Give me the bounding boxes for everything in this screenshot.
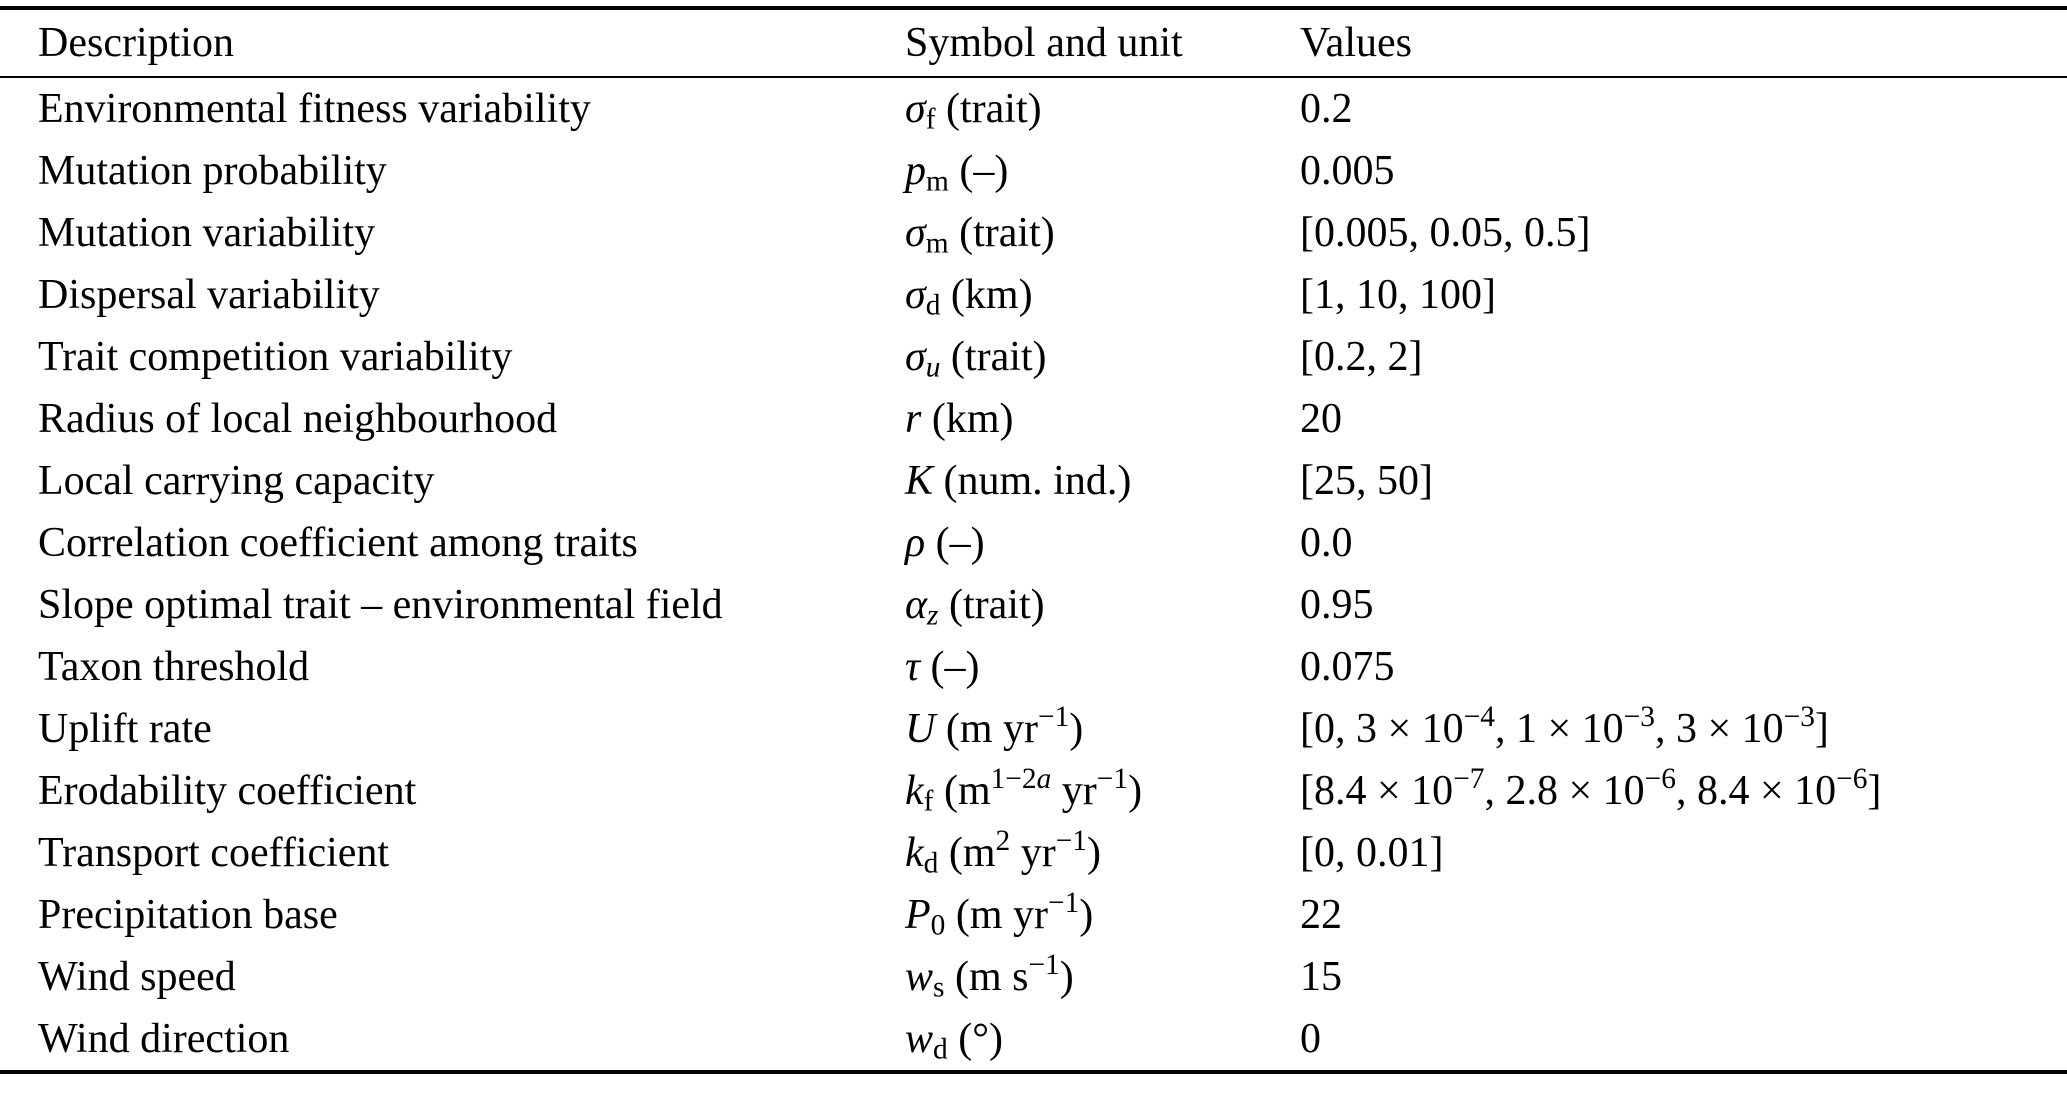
symbol-cell: pm (–) (905, 148, 1009, 198)
description-cell: Erodability coefficient (38, 768, 417, 814)
symbol-cell: σd (km) (905, 272, 1033, 322)
table-row: Radius of local neighbourhood r (km) 20 (0, 388, 2067, 450)
description-cell: Mutation variability (38, 210, 376, 256)
symbol-cell: ρ (–) (905, 520, 985, 566)
table-row: Precipitation base P0 (m yr−1) 22 (0, 884, 2067, 946)
description-cell: Local carrying capacity (38, 458, 435, 504)
header-values: Values (1300, 8, 2067, 78)
description-cell: Transport coefficient (38, 830, 390, 876)
values-cell: 20 (1300, 396, 1342, 442)
values-cell: 0.005 (1300, 148, 1395, 194)
description-cell: Radius of local neighbourhood (38, 396, 558, 442)
values-cell: [8.4 × 10−7, 2.8 × 10−6, 8.4 × 10−6] (1300, 762, 1882, 814)
table-row: Correlation coefficient among traits ρ (… (0, 512, 2067, 574)
table-body: Environmental fitness variability σf (tr… (0, 77, 2067, 1072)
description-cell: Precipitation base (38, 892, 338, 938)
table-row: Slope optimal trait – environmental fiel… (0, 574, 2067, 636)
values-cell: [0, 0.01] (1300, 830, 1444, 876)
parameters-table: Description Symbol and unit Values Envir… (0, 6, 2067, 1074)
symbol-cell: r (km) (905, 396, 1014, 442)
symbol-cell: σf (trait) (905, 86, 1042, 136)
header-row: Description Symbol and unit Values (0, 8, 2067, 78)
values-cell: 0.2 (1300, 86, 1353, 132)
symbol-cell: U (m yr−1) (905, 700, 1084, 752)
values-cell: 22 (1300, 892, 1342, 938)
values-cell: [0, 3 × 10−4, 1 × 10−3, 3 × 10−3] (1300, 700, 1829, 752)
symbol-cell: kd (m2 yr−1) (905, 824, 1101, 880)
header-symbol-and-unit: Symbol and unit (905, 8, 1300, 78)
table-row: Wind speed ws (m s−1) 15 (0, 946, 2067, 1008)
symbol-cell: τ (–) (905, 644, 980, 690)
table-row: Transport coefficient kd (m2 yr−1) [0, 0… (0, 822, 2067, 884)
description-cell: Taxon threshold (38, 644, 310, 690)
symbol-cell: wd (°) (905, 1016, 1003, 1066)
table-row: Uplift rate U (m yr−1) [0, 3 × 10−4, 1 ×… (0, 698, 2067, 760)
symbol-cell: ws (m s−1) (905, 948, 1074, 1004)
values-cell: [25, 50] (1300, 458, 1433, 504)
description-cell: Slope optimal trait – environmental fiel… (38, 582, 723, 628)
table-row: Trait competition variability σu (trait)… (0, 326, 2067, 388)
table-row: Wind direction wd (°) 0 (0, 1008, 2067, 1072)
table-row: Mutation probability pm (–) 0.005 (0, 140, 2067, 202)
description-cell: Uplift rate (38, 706, 212, 752)
table-row: Erodability coefficient kf (m1−2a yr−1) … (0, 760, 2067, 822)
values-cell: [1, 10, 100] (1300, 272, 1496, 318)
table-row: Dispersal variability σd (km) [1, 10, 10… (0, 264, 2067, 326)
symbol-cell: kf (m1−2a yr−1) (905, 762, 1143, 818)
parameter-table-container: Description Symbol and unit Values Envir… (0, 6, 2067, 1074)
values-cell: 0.0 (1300, 520, 1353, 566)
description-cell: Mutation probability (38, 148, 387, 194)
values-cell: 15 (1300, 954, 1342, 1000)
description-cell: Trait competition variability (38, 334, 513, 380)
values-cell: [0.2, 2] (1300, 334, 1423, 380)
description-cell: Dispersal variability (38, 272, 380, 318)
values-cell: 0 (1300, 1016, 1321, 1062)
symbol-cell: σu (trait) (905, 334, 1047, 384)
values-cell: 0.075 (1300, 644, 1395, 690)
symbol-cell: σm (trait) (905, 210, 1055, 260)
values-cell: [0.005, 0.05, 0.5] (1300, 210, 1591, 256)
table-row: Environmental fitness variability σf (tr… (0, 77, 2067, 140)
table-header: Description Symbol and unit Values (0, 8, 2067, 78)
values-cell: 0.95 (1300, 582, 1374, 628)
description-cell: Wind speed (38, 954, 236, 1000)
symbol-cell: αz (trait) (905, 582, 1045, 632)
header-description: Description (0, 8, 905, 78)
symbol-cell: K (num. ind.) (905, 458, 1132, 504)
description-cell: Correlation coefficient among traits (38, 520, 638, 566)
description-cell: Environmental fitness variability (38, 86, 591, 132)
table-row: Mutation variability σm (trait) [0.005, … (0, 202, 2067, 264)
description-cell: Wind direction (38, 1016, 290, 1062)
table-row: Local carrying capacity K (num. ind.) [2… (0, 450, 2067, 512)
table-row: Taxon threshold τ (–) 0.075 (0, 636, 2067, 698)
symbol-cell: P0 (m yr−1) (905, 886, 1094, 942)
